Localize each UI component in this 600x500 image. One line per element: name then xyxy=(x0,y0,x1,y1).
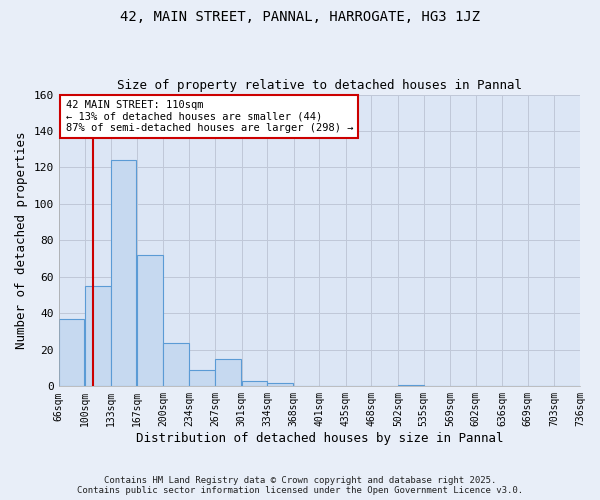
Bar xyxy=(267,382,293,386)
Bar xyxy=(59,319,85,386)
Text: 42 MAIN STREET: 110sqm
← 13% of detached houses are smaller (44)
87% of semi-det: 42 MAIN STREET: 110sqm ← 13% of detached… xyxy=(65,100,353,133)
Title: Size of property relative to detached houses in Pannal: Size of property relative to detached ho… xyxy=(117,79,522,92)
Bar xyxy=(215,359,241,386)
Bar xyxy=(111,160,136,386)
Bar xyxy=(137,255,163,386)
Text: Contains HM Land Registry data © Crown copyright and database right 2025.
Contai: Contains HM Land Registry data © Crown c… xyxy=(77,476,523,495)
Bar xyxy=(85,286,111,386)
Bar xyxy=(163,342,188,386)
Bar xyxy=(398,384,424,386)
Text: 42, MAIN STREET, PANNAL, HARROGATE, HG3 1JZ: 42, MAIN STREET, PANNAL, HARROGATE, HG3 … xyxy=(120,10,480,24)
X-axis label: Distribution of detached houses by size in Pannal: Distribution of detached houses by size … xyxy=(136,432,503,445)
Bar xyxy=(190,370,215,386)
Y-axis label: Number of detached properties: Number of detached properties xyxy=(15,132,28,349)
Bar xyxy=(242,381,267,386)
